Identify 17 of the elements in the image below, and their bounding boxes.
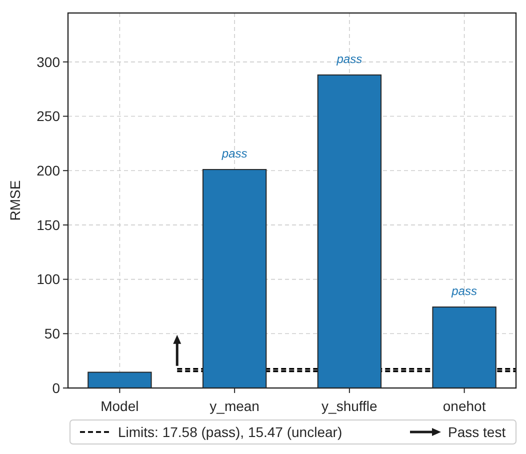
y-tick-label: 200 — [36, 162, 60, 179]
y-axis-title: RMSE — [7, 180, 23, 221]
y-tick-label: 250 — [36, 108, 60, 124]
y-tick-label: 100 — [36, 271, 60, 288]
x-tick-label: y_shuffle — [322, 398, 378, 414]
y-tick-label: 0 — [52, 380, 60, 396]
x-tick-label: Model — [100, 398, 139, 414]
annotation: pass — [220, 146, 248, 161]
annotation: pass — [450, 284, 477, 298]
y-tick-label: 150 — [36, 216, 60, 233]
legend-label: Limits: 17.58 (pass), 15.47 (unclear) — [118, 424, 342, 440]
text: Pass test — [448, 424, 506, 440]
y-tick-label: 300 — [36, 54, 60, 70]
annotation: pass — [336, 52, 362, 66]
x-tick-label: y_mean — [210, 398, 260, 414]
y-tick-label: 50 — [44, 326, 60, 342]
x-tick-label: onehot — [442, 398, 486, 414]
